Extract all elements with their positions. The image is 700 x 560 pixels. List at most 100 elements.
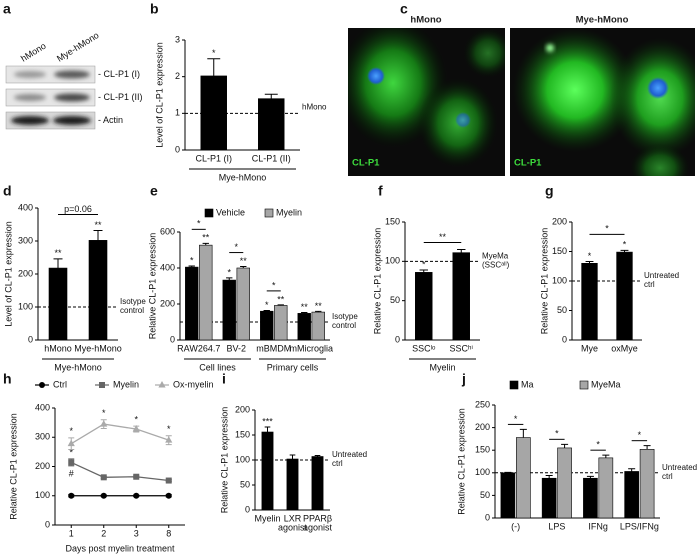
y-tick-label: 1 bbox=[175, 108, 180, 118]
legend-label: Myelin bbox=[113, 379, 139, 389]
band-label: - Actin bbox=[98, 115, 123, 125]
y-tick-label: 2 bbox=[175, 71, 180, 81]
significance: *** bbox=[262, 416, 273, 426]
y-tick-label: 200 bbox=[18, 268, 33, 278]
reference-label: hMono bbox=[302, 102, 327, 111]
reference-label: Untreated bbox=[662, 463, 697, 472]
marker bbox=[68, 492, 75, 499]
panel-letter: b bbox=[150, 1, 159, 17]
bar bbox=[274, 305, 288, 341]
error-bar bbox=[277, 304, 284, 306]
lane-label: hMono bbox=[19, 41, 48, 64]
error-bar bbox=[240, 266, 247, 268]
marker bbox=[132, 425, 140, 432]
bar bbox=[598, 457, 614, 519]
bracket-label: * bbox=[197, 219, 201, 229]
band-label: - CL-P1 (I) bbox=[98, 69, 140, 79]
bracket-label: * bbox=[272, 280, 276, 290]
blot-strip bbox=[5, 88, 96, 107]
error-bar bbox=[226, 277, 233, 281]
y-tick-label: 400 bbox=[160, 262, 175, 272]
reference-label: control bbox=[332, 321, 356, 330]
panel-letter: j bbox=[461, 371, 466, 387]
legend-swatch bbox=[509, 380, 519, 390]
panel-letter: h bbox=[3, 371, 12, 387]
reference-label: Isotype bbox=[120, 297, 146, 306]
bar bbox=[48, 267, 68, 341]
bar bbox=[260, 310, 274, 341]
x-tick-label: oxMye bbox=[611, 343, 638, 353]
significance: # bbox=[69, 468, 74, 478]
y-tick-label: 200 bbox=[235, 404, 250, 414]
y-tick-label: 100 bbox=[235, 454, 250, 464]
bar bbox=[557, 447, 572, 519]
significance: * bbox=[102, 408, 106, 418]
chart-h: h Relative CL-P1 expression 0 100 200 300 400 1… bbox=[3, 371, 214, 554]
legend-label: Myelin bbox=[276, 207, 302, 217]
panel-letter: g bbox=[545, 183, 554, 199]
band bbox=[14, 71, 46, 78]
error-bar bbox=[314, 455, 321, 457]
panel-letter: d bbox=[3, 183, 12, 199]
significance: * bbox=[190, 255, 194, 265]
bracket-label: ** bbox=[439, 232, 447, 242]
y-tick-label: 300 bbox=[35, 432, 50, 442]
panel-letter: a bbox=[3, 1, 11, 17]
bracket-label: * bbox=[555, 429, 559, 439]
y-tick-label: 0 bbox=[170, 334, 175, 344]
reference-label: Untreated bbox=[332, 450, 367, 459]
x-tick-label: Mye-hMono bbox=[74, 343, 122, 353]
marker bbox=[100, 492, 107, 499]
reference-label: ctrl bbox=[332, 459, 343, 468]
significance: ** bbox=[202, 233, 210, 243]
significance: * bbox=[588, 251, 592, 261]
error-bar bbox=[315, 310, 322, 313]
error-bar bbox=[545, 475, 553, 479]
y-axis-label: Level of CL-P1 expression bbox=[3, 221, 13, 327]
y-tick-label: 50 bbox=[480, 490, 490, 500]
stain-label: CL-P1 bbox=[514, 158, 542, 169]
x-tick-label: agonist bbox=[278, 522, 308, 532]
bracket-label: p=0.06 bbox=[64, 204, 92, 214]
x-tick-label: (-) bbox=[511, 521, 520, 531]
x-tick-label: CL-P1 (II) bbox=[252, 153, 291, 163]
marker bbox=[133, 473, 140, 480]
y-tick-label: 50 bbox=[557, 305, 567, 315]
y-tick-label: 3 bbox=[175, 34, 180, 44]
y-tick-label: 100 bbox=[552, 275, 567, 285]
bar bbox=[541, 477, 557, 519]
error-bar bbox=[263, 309, 270, 312]
band bbox=[53, 116, 91, 125]
marker bbox=[100, 420, 108, 427]
marker bbox=[100, 474, 107, 481]
bar bbox=[311, 456, 324, 511]
legend-swatch bbox=[204, 208, 214, 218]
x-tick-label: PPARβ bbox=[303, 513, 332, 523]
x-tick-label: 8 bbox=[166, 528, 171, 538]
group-label: Mye-hMono bbox=[219, 172, 267, 182]
x-tick-label: mMicroglia bbox=[289, 343, 333, 353]
reference-label: Isotype bbox=[332, 312, 358, 321]
error-bar bbox=[301, 311, 308, 314]
x-tick-label: SSCʰⁱ bbox=[449, 343, 473, 353]
x-tick-label: mBMDM bbox=[256, 343, 291, 353]
y-tick-label: 100 bbox=[475, 467, 490, 477]
error-bar bbox=[188, 265, 195, 268]
significance: ** bbox=[315, 301, 323, 311]
micrograph bbox=[510, 28, 695, 176]
error-bar bbox=[419, 269, 428, 273]
bracket-label: * bbox=[596, 440, 600, 450]
panel-letter: e bbox=[150, 183, 158, 199]
group-label: Myelin bbox=[429, 362, 455, 372]
error-bar bbox=[620, 249, 629, 253]
y-tick-label: 150 bbox=[235, 429, 250, 439]
legend-label: Ctrl bbox=[53, 379, 67, 389]
lane-label: Mye-hMono bbox=[55, 30, 101, 64]
chart-b: b Level of CL-P1 expression 0 1 2 3 CL-P1 (I) C… bbox=[150, 1, 327, 183]
bar bbox=[88, 240, 108, 341]
y-axis-label: Relative CL-P1 expression bbox=[456, 408, 466, 515]
y-tick-label: 150 bbox=[385, 216, 400, 226]
group-label: Cell lines bbox=[199, 362, 236, 372]
chart-g: g Relative CL-P1 expression 0 50 100 150 200 My… bbox=[539, 183, 679, 354]
band-label: - CL-P1 (II) bbox=[98, 92, 143, 102]
